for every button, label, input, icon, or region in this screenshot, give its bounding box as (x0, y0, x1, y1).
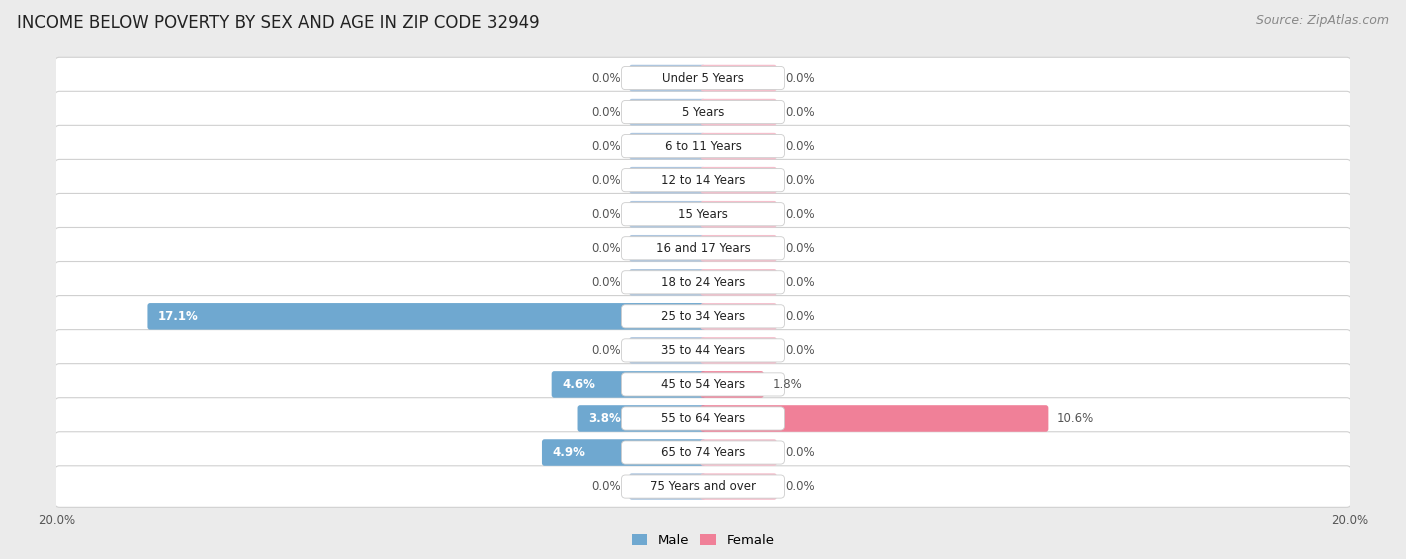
FancyBboxPatch shape (621, 475, 785, 498)
Text: 0.0%: 0.0% (591, 241, 620, 255)
Text: Source: ZipAtlas.com: Source: ZipAtlas.com (1256, 14, 1389, 27)
FancyBboxPatch shape (630, 269, 706, 296)
Text: 0.0%: 0.0% (591, 208, 620, 221)
FancyBboxPatch shape (621, 135, 785, 158)
Text: 0.0%: 0.0% (786, 140, 815, 153)
Text: 35 to 44 Years: 35 to 44 Years (661, 344, 745, 357)
FancyBboxPatch shape (55, 296, 1351, 337)
FancyBboxPatch shape (621, 271, 785, 294)
FancyBboxPatch shape (621, 169, 785, 192)
FancyBboxPatch shape (700, 439, 776, 466)
FancyBboxPatch shape (700, 201, 776, 228)
Text: INCOME BELOW POVERTY BY SEX AND AGE IN ZIP CODE 32949: INCOME BELOW POVERTY BY SEX AND AGE IN Z… (17, 14, 540, 32)
FancyBboxPatch shape (621, 407, 785, 430)
FancyBboxPatch shape (700, 167, 776, 193)
FancyBboxPatch shape (630, 337, 706, 364)
Text: 0.0%: 0.0% (786, 72, 815, 84)
Text: 1.8%: 1.8% (772, 378, 803, 391)
Text: 3.8%: 3.8% (588, 412, 621, 425)
FancyBboxPatch shape (551, 371, 706, 397)
Text: 55 to 64 Years: 55 to 64 Years (661, 412, 745, 425)
Text: 0.0%: 0.0% (786, 310, 815, 323)
FancyBboxPatch shape (621, 202, 785, 226)
FancyBboxPatch shape (55, 330, 1351, 371)
FancyBboxPatch shape (55, 57, 1351, 99)
Text: 65 to 74 Years: 65 to 74 Years (661, 446, 745, 459)
Text: 0.0%: 0.0% (591, 344, 620, 357)
FancyBboxPatch shape (700, 405, 1049, 432)
Text: 0.0%: 0.0% (591, 140, 620, 153)
FancyBboxPatch shape (621, 373, 785, 396)
Text: 0.0%: 0.0% (591, 480, 620, 493)
FancyBboxPatch shape (55, 91, 1351, 133)
FancyBboxPatch shape (55, 262, 1351, 303)
FancyBboxPatch shape (630, 65, 706, 91)
FancyBboxPatch shape (55, 397, 1351, 439)
FancyBboxPatch shape (700, 65, 776, 91)
Text: Under 5 Years: Under 5 Years (662, 72, 744, 84)
FancyBboxPatch shape (55, 432, 1351, 473)
Text: 0.0%: 0.0% (591, 174, 620, 187)
FancyBboxPatch shape (621, 441, 785, 464)
FancyBboxPatch shape (621, 67, 785, 89)
FancyBboxPatch shape (700, 337, 776, 364)
FancyBboxPatch shape (55, 125, 1351, 167)
Text: 0.0%: 0.0% (786, 174, 815, 187)
FancyBboxPatch shape (630, 235, 706, 262)
FancyBboxPatch shape (55, 159, 1351, 201)
Text: 75 Years and over: 75 Years and over (650, 480, 756, 493)
FancyBboxPatch shape (621, 236, 785, 260)
FancyBboxPatch shape (700, 235, 776, 262)
FancyBboxPatch shape (578, 405, 706, 432)
FancyBboxPatch shape (630, 201, 706, 228)
Text: 0.0%: 0.0% (591, 106, 620, 119)
Text: 4.6%: 4.6% (562, 378, 595, 391)
Text: 0.0%: 0.0% (786, 241, 815, 255)
Text: 0.0%: 0.0% (786, 446, 815, 459)
FancyBboxPatch shape (700, 303, 776, 330)
FancyBboxPatch shape (630, 167, 706, 193)
Text: 17.1%: 17.1% (157, 310, 198, 323)
FancyBboxPatch shape (700, 133, 776, 159)
FancyBboxPatch shape (700, 269, 776, 296)
FancyBboxPatch shape (55, 364, 1351, 405)
Text: 0.0%: 0.0% (591, 72, 620, 84)
Text: 6 to 11 Years: 6 to 11 Years (665, 140, 741, 153)
FancyBboxPatch shape (630, 473, 706, 500)
Text: 0.0%: 0.0% (786, 344, 815, 357)
Text: 0.0%: 0.0% (786, 208, 815, 221)
Text: 0.0%: 0.0% (591, 276, 620, 289)
FancyBboxPatch shape (630, 133, 706, 159)
FancyBboxPatch shape (55, 466, 1351, 508)
FancyBboxPatch shape (148, 303, 706, 330)
FancyBboxPatch shape (541, 439, 706, 466)
FancyBboxPatch shape (700, 371, 763, 397)
FancyBboxPatch shape (621, 339, 785, 362)
Legend: Male, Female: Male, Female (631, 534, 775, 547)
Text: 0.0%: 0.0% (786, 276, 815, 289)
Text: 15 Years: 15 Years (678, 208, 728, 221)
Text: 18 to 24 Years: 18 to 24 Years (661, 276, 745, 289)
Text: 4.9%: 4.9% (553, 446, 585, 459)
FancyBboxPatch shape (55, 193, 1351, 235)
Text: 25 to 34 Years: 25 to 34 Years (661, 310, 745, 323)
Text: 12 to 14 Years: 12 to 14 Years (661, 174, 745, 187)
FancyBboxPatch shape (55, 228, 1351, 269)
Text: 0.0%: 0.0% (786, 480, 815, 493)
Text: 16 and 17 Years: 16 and 17 Years (655, 241, 751, 255)
Text: 45 to 54 Years: 45 to 54 Years (661, 378, 745, 391)
FancyBboxPatch shape (700, 99, 776, 125)
Text: 10.6%: 10.6% (1057, 412, 1094, 425)
FancyBboxPatch shape (621, 101, 785, 124)
FancyBboxPatch shape (630, 99, 706, 125)
Text: 5 Years: 5 Years (682, 106, 724, 119)
Text: 0.0%: 0.0% (786, 106, 815, 119)
FancyBboxPatch shape (621, 305, 785, 328)
FancyBboxPatch shape (700, 473, 776, 500)
